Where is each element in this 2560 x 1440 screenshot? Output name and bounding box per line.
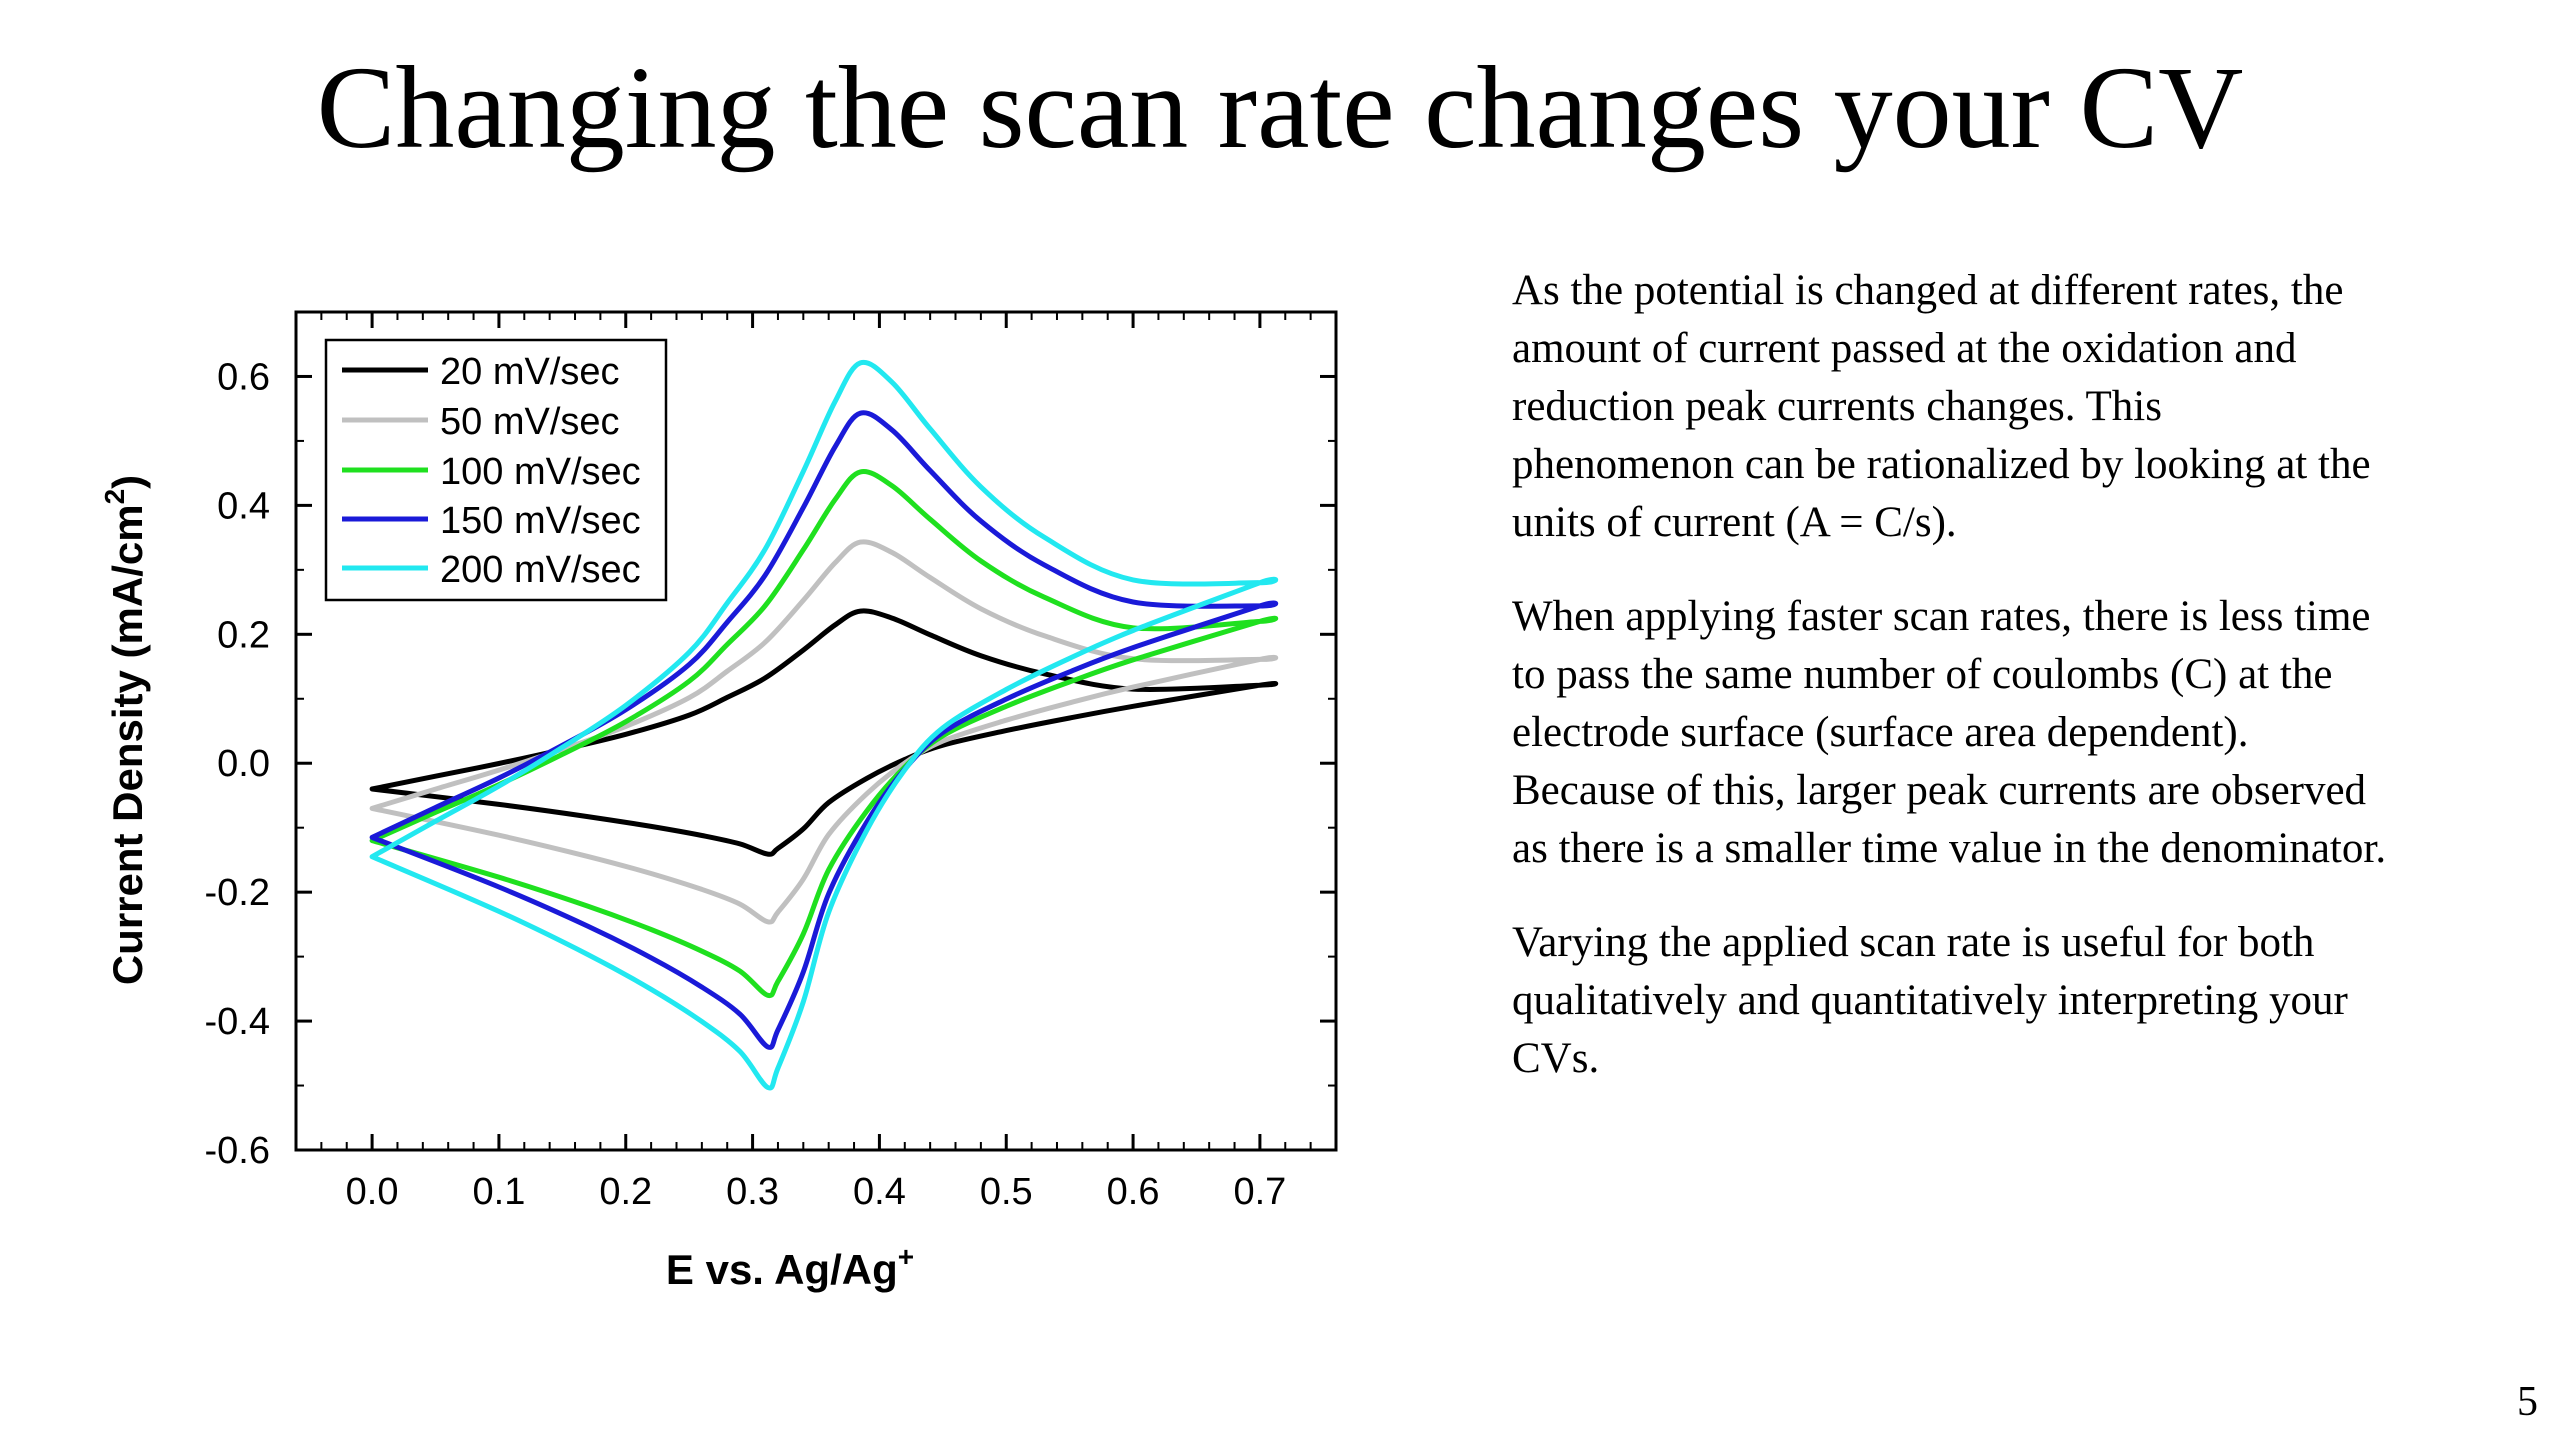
cv-curve-100 — [369, 469, 1279, 999]
y-tick-label: 0.2 — [217, 614, 270, 656]
cv-curve-20 — [369, 608, 1279, 857]
legend-label-150: 150 mV/sec — [440, 500, 641, 542]
slide-title: Changing the scan rate changes your CV — [316, 42, 2244, 173]
body-text: As the potential is changed at different… — [1512, 262, 2392, 1124]
paragraph-1: As the potential is changed at different… — [1512, 267, 2371, 546]
x-tick-label: 0.0 — [346, 1171, 399, 1213]
cv-curve-150 — [369, 410, 1279, 1050]
x-tick-label: 0.7 — [1233, 1171, 1286, 1213]
x-tick-label: 0.1 — [473, 1171, 526, 1213]
x-tick-label: 0.6 — [1107, 1171, 1160, 1213]
legend-label-100: 100 mV/sec — [440, 451, 641, 493]
x-tick-label: 0.2 — [599, 1171, 652, 1213]
legend-label-200: 200 mV/sec — [440, 549, 641, 591]
y-tick-label: -0.2 — [205, 872, 270, 914]
legend: 20 mV/sec 50 mV/sec 100 mV/sec 150 mV/se… — [324, 338, 668, 602]
y-tick-label: 0.6 — [217, 356, 270, 398]
x-tick-label: 0.3 — [726, 1171, 779, 1213]
y-tick-label: -0.6 — [205, 1130, 270, 1172]
y-tick-label: -0.4 — [205, 1001, 270, 1043]
y-axis-title: Current Density (mA/cm2) — [99, 475, 151, 985]
legend-label-50: 50 mV/sec — [440, 401, 620, 443]
paragraph-2: When applying faster scan rates, there i… — [1512, 593, 2387, 872]
x-axis-title: E vs. Ag/Ag+ — [666, 1241, 914, 1293]
curves-layer — [369, 359, 1279, 1091]
x-tick-label: 0.4 — [853, 1171, 906, 1213]
cv-curve-200 — [369, 359, 1279, 1091]
plot-frame — [294, 310, 1338, 1152]
ticks-layer: 0.0 0.1 0.2 0.3 0.4 0.5 0.6 0.7 -0.6 -0.4 -0.2 0.0 0… — [205, 312, 1337, 1213]
paragraph-3: Varying the applied scan rate is useful … — [1512, 919, 2348, 1082]
y-tick-label: 0.0 — [217, 743, 270, 785]
legend-label-20: 20 mV/sec — [440, 351, 620, 393]
y-tick-label: 0.4 — [217, 485, 270, 527]
x-tick-label: 0.5 — [980, 1171, 1033, 1213]
cv-curve-50 — [369, 539, 1279, 925]
slide-number: 5 — [2517, 1379, 2538, 1425]
